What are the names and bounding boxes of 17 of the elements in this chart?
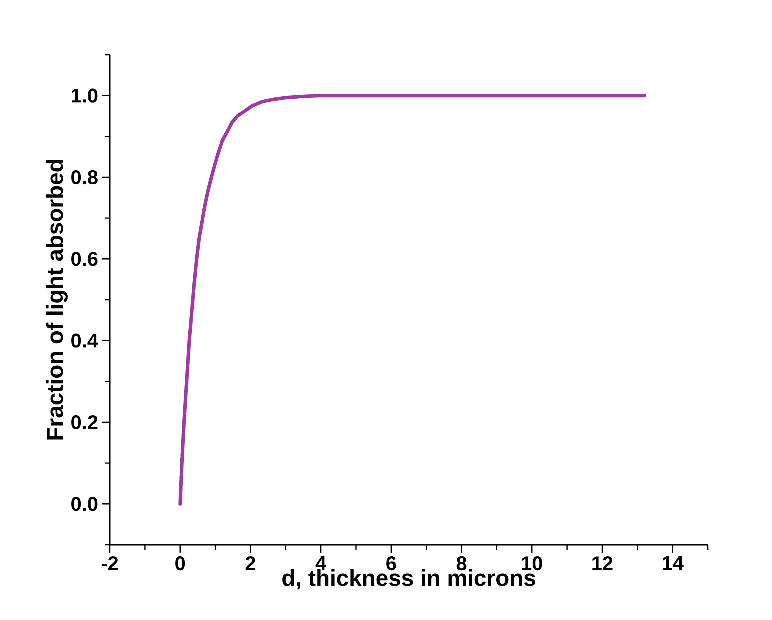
x-tick-label: 12 <box>592 556 613 570</box>
y-tick-label: 0.8 <box>72 170 98 185</box>
y-tick-label: 1.0 <box>72 88 98 103</box>
x-tick-label: 0 <box>176 556 186 571</box>
y-axis-title: Fraction of light absorbed <box>46 160 68 440</box>
x-tick-label: 14 <box>663 556 684 570</box>
x-tick-label: 6 <box>386 556 396 571</box>
x-axis-title: d, thickness in microns <box>282 569 536 590</box>
x-tick-label: 8 <box>456 556 467 571</box>
y-tick-label: 0.4 <box>72 334 98 348</box>
y-tick-label: 0.0 <box>72 497 98 512</box>
y-tick-label: 0.6 <box>72 252 98 266</box>
x-tick-label: -2 <box>102 556 118 570</box>
x-tick-label: 4 <box>316 556 326 570</box>
x-tick-label: 10 <box>522 556 542 571</box>
y-tick-label: 0.2 <box>72 415 98 430</box>
x-tick-label: 2 <box>246 556 256 570</box>
